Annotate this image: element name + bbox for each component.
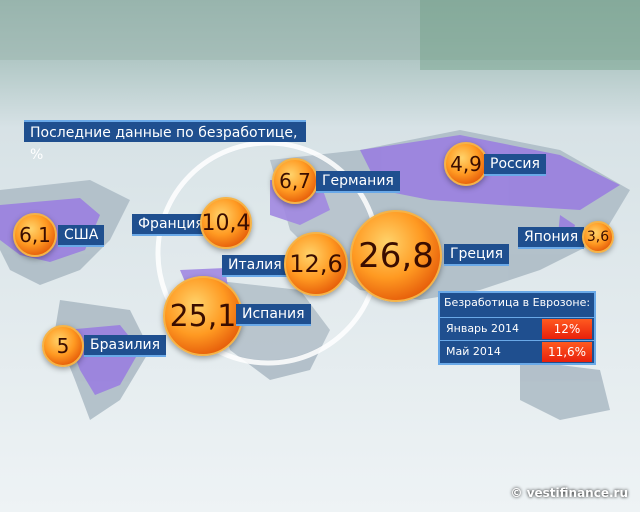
page-title: Последние данные по безработице, % [24,120,306,163]
eurozone-row-value: 12% [542,319,592,339]
bubble-spain: 25,1 [163,276,243,356]
label-russia: Россия [484,154,546,176]
eurozone-row-may: Май 2014 11,6% [440,340,594,363]
label-spain: Испания [236,304,311,326]
bubble-germany: 6,7 [272,158,318,204]
bubble-russia: 4,9 [444,142,488,186]
bubble-japan: 3,6 [582,221,614,253]
eurozone-title: Безработица в Еврозоне: [444,296,591,309]
eurozone-panel: Безработица в Еврозоне: Январь 2014 12% … [438,291,596,365]
bubble-brazil: 5 [42,325,84,367]
label-italy: Италия [222,255,288,277]
label-brazil: Бразилия [84,335,167,357]
label-france: Франция [132,214,210,236]
label-usa: США [58,225,105,247]
bubble-france: 10,4 [200,197,252,249]
eurozone-row-january: Январь 2014 12% [440,317,594,340]
eurozone-row-label: Май 2014 [446,345,501,358]
credit-text: © vestifinance.ru [510,486,628,500]
label-germany: Германия [316,171,400,193]
bubble-italy: 12,6 [284,232,348,296]
bubble-usa: 6,1 [13,213,57,257]
eurozone-row-label: Январь 2014 [446,322,520,335]
label-japan: Япония [518,227,585,249]
label-greece: Греция [444,244,510,266]
bubble-greece: 26,8 [350,210,442,302]
eurozone-row-value: 11,6% [542,342,592,362]
